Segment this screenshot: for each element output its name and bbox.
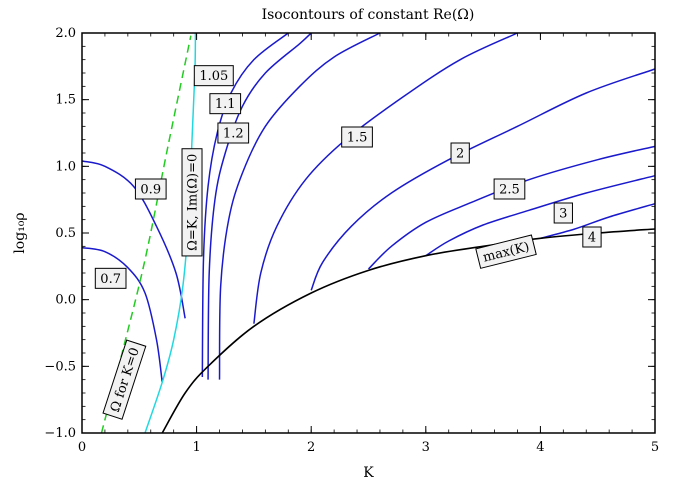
contour-label-contour: 2 bbox=[450, 142, 470, 164]
series-line-contour bbox=[253, 32, 518, 324]
contour-label-text: 1.05 bbox=[199, 69, 228, 84]
series-line-contour bbox=[540, 202, 656, 240]
contour-label-box bbox=[193, 65, 234, 87]
contour-label-box bbox=[475, 234, 537, 269]
x-tick-label: 0 bbox=[78, 440, 86, 455]
series-line-contour bbox=[81, 246, 163, 383]
x-axis-label: K bbox=[363, 465, 374, 481]
contour-label-contour: 0.9 bbox=[134, 178, 167, 200]
contour-label-max_k_curve: max(K) bbox=[475, 234, 537, 269]
contour-label-omega_k_curve: Ω=K, Im(Ω)=0 bbox=[181, 148, 203, 257]
contour-label-text: Ω=K, Im(Ω)=0 bbox=[186, 154, 201, 251]
y-tick-label: 1.5 bbox=[55, 93, 76, 108]
contour-label-contour: 0.7 bbox=[94, 267, 127, 289]
series-line-contour bbox=[310, 68, 656, 291]
contour-label-box bbox=[181, 148, 203, 257]
contour-label-box bbox=[493, 178, 526, 200]
contour-label-box bbox=[217, 122, 250, 144]
plot-frame bbox=[81, 32, 656, 434]
x-tick-label: 3 bbox=[422, 440, 430, 455]
contour-label-text: 2 bbox=[456, 147, 464, 162]
contour-label-text: Ω for K=0 bbox=[108, 346, 143, 414]
y-tick-label: 0.5 bbox=[55, 226, 76, 241]
contour-label-box bbox=[582, 226, 602, 248]
contour-label-contour: 1.2 bbox=[217, 122, 250, 144]
contour-label-contour: 1.05 bbox=[193, 65, 234, 87]
series-line-contour bbox=[201, 32, 289, 378]
contour-label-text: 2.5 bbox=[499, 183, 520, 198]
contour-label-text: 0.7 bbox=[100, 272, 121, 287]
y-axis-label: log₁₀ρ bbox=[12, 212, 28, 253]
contour-label-text: 1.1 bbox=[215, 97, 236, 112]
y-tick-label: 1.0 bbox=[55, 159, 76, 174]
contour-label-text: 1.5 bbox=[347, 131, 368, 146]
series-line-contour bbox=[81, 160, 186, 319]
y-tick-label: −0.5 bbox=[44, 359, 76, 374]
chart-title: Isocontours of constant Re(Ω) bbox=[262, 7, 475, 23]
contour-label-box bbox=[209, 93, 242, 115]
contour-label-box bbox=[102, 339, 147, 420]
series-line-contour bbox=[218, 32, 381, 380]
y-tick-label: 2.0 bbox=[55, 26, 76, 41]
contour-label-contour: 1.5 bbox=[341, 126, 373, 148]
contour-label-contour: 2.5 bbox=[493, 178, 526, 200]
contour-label-omega_k0_curve: Ω for K=0 bbox=[102, 339, 147, 420]
contour-label-contour: 4 bbox=[582, 226, 602, 248]
contour-label-box bbox=[94, 267, 127, 289]
contour-label-box bbox=[553, 202, 573, 224]
y-tick-label: 0.0 bbox=[55, 293, 76, 308]
contour-label-contour: 3 bbox=[553, 202, 573, 224]
x-tick-label: 4 bbox=[536, 440, 544, 455]
contour-label-box bbox=[134, 178, 167, 200]
series-line-max_k_curve bbox=[161, 228, 656, 434]
series-line-contour bbox=[425, 174, 656, 257]
contour-label-box bbox=[341, 126, 373, 148]
contour-label-contour: 1.1 bbox=[209, 93, 242, 115]
series-line-omega_k0_curve bbox=[100, 35, 192, 434]
y-tick-label: −1.0 bbox=[44, 426, 76, 441]
contour-label-text: 1.2 bbox=[223, 127, 244, 142]
x-tick-label: 2 bbox=[307, 440, 315, 455]
series-line-contour bbox=[367, 145, 656, 270]
contour-label-text: 3 bbox=[559, 207, 567, 222]
contour-label-text: 0.9 bbox=[140, 183, 161, 198]
x-tick-label: 5 bbox=[651, 440, 659, 455]
contour-label-box bbox=[450, 142, 470, 164]
x-tick-label: 1 bbox=[192, 440, 200, 455]
contour-label-text: 4 bbox=[588, 231, 596, 246]
